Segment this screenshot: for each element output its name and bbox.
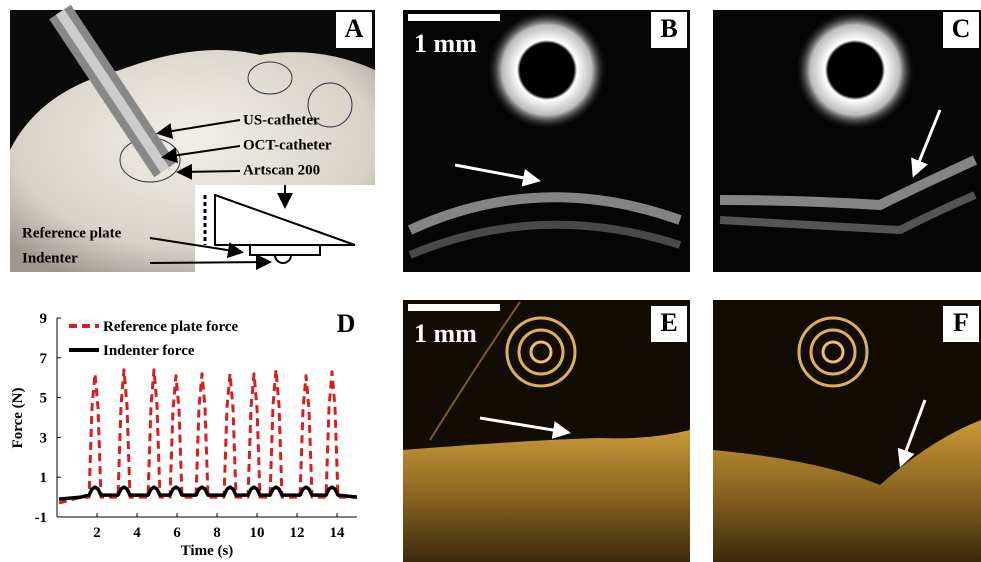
x-tick-label: 12 (290, 525, 305, 541)
panel-label: C (952, 14, 971, 43)
x-tick-label: 4 (133, 525, 141, 541)
y-tick-label: 9 (40, 311, 48, 327)
x-tick-label: 6 (173, 525, 181, 541)
x-tick-label: 10 (250, 525, 265, 541)
x-tick-label: 8 (213, 525, 221, 541)
panel-label: E (660, 308, 677, 337)
legend-label: Reference plate force (103, 319, 239, 335)
panel-c: C (713, 10, 981, 272)
panel-e: 1 mm E (403, 300, 690, 562)
tissue (403, 430, 690, 562)
annotation: Reference plate (22, 225, 122, 241)
y-tick-label: 7 (40, 351, 48, 367)
panel-b: 1 mm B (403, 10, 690, 272)
panel-label: A (345, 14, 364, 43)
y-tick-label: -1 (35, 510, 48, 526)
annotation: Artscan 200 (243, 162, 320, 178)
figure: US-catheter OCT-catheter Artscan 200 Ref… (0, 0, 981, 562)
arrow (180, 171, 240, 172)
catheter-ring (795, 10, 915, 130)
panel-d-chart: D Time (s) Force (N) -1 1 3 5 7 9 2 4 6 8 10 12 14 Re… (10, 309, 357, 559)
panel-label: F (953, 308, 969, 337)
y-tick-label: 3 (40, 430, 48, 446)
panel-label: B (660, 14, 677, 43)
x-tick-label: 2 (93, 525, 101, 541)
y-tick-label: 5 (40, 391, 48, 407)
y-axis-label: Force (N) (10, 388, 26, 449)
scale-bar-label: 1 mm (414, 319, 477, 348)
x-tick-label: 14 (330, 525, 346, 541)
panel-f: F (713, 300, 981, 562)
annotation: OCT-catheter (243, 137, 332, 153)
panel-label: D (337, 309, 356, 338)
arrow (150, 262, 268, 263)
series-line (59, 370, 357, 503)
scale-bar-label: 1 mm (414, 29, 477, 58)
annotation: Indenter (22, 250, 78, 266)
catheter-ring (487, 10, 607, 130)
scale-bar (408, 14, 500, 21)
annotation: US-catheter (243, 112, 320, 128)
panel-a: US-catheter OCT-catheter Artscan 200 Ref… (10, 10, 375, 272)
y-tick-label: 1 (40, 470, 48, 486)
legend-label: Indenter force (103, 343, 195, 359)
x-axis-label: Time (s) (181, 543, 234, 559)
scale-bar (408, 304, 500, 311)
